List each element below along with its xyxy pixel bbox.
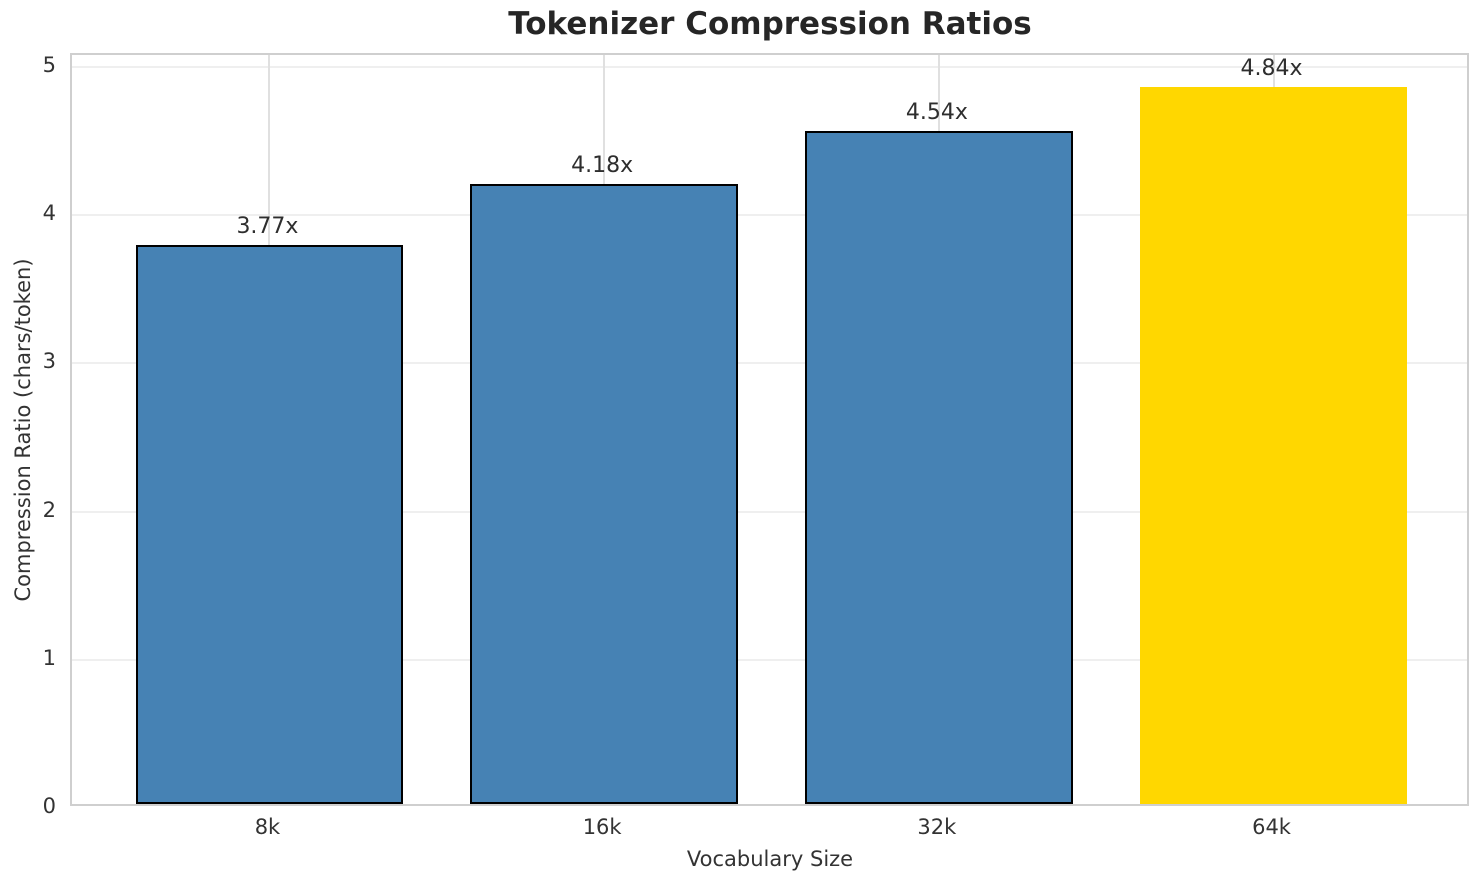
gridline-h (72, 362, 1467, 365)
y-axis-label: Compression Ratio (chars/token) (11, 258, 35, 602)
x-tick-label: 32k (917, 815, 957, 839)
gridline-h (72, 65, 1467, 68)
x-tick-label: 16k (582, 815, 622, 839)
bar-value-label: 4.18x (571, 153, 634, 179)
bar-16k (470, 184, 739, 804)
y-tick-label: 0 (42, 794, 56, 818)
y-tick-label: 5 (42, 52, 56, 77)
y-tick-label: 1 (42, 645, 56, 670)
x-tick-label: 8k (254, 815, 281, 839)
plot-area (70, 53, 1469, 806)
bar-value-label: 4.84x (1240, 55, 1303, 81)
chart-title: Tokenizer Compression Ratios (508, 6, 1032, 42)
bar-value-label: 3.77x (236, 214, 299, 240)
x-tick-label: 64k (1252, 815, 1291, 839)
bar-32k (804, 131, 1073, 804)
gridline-h (72, 214, 1467, 217)
x-axis-label: Vocabulary Size (686, 847, 854, 871)
y-tick-label: 3 (42, 349, 56, 374)
y-tick-label: 2 (42, 497, 56, 522)
y-tick-label: 4 (42, 201, 56, 226)
gridline-h (72, 658, 1467, 661)
bar-value-label: 4.54x (905, 100, 968, 126)
bar-64k (1139, 86, 1408, 804)
bar-8k (135, 245, 404, 804)
gridline-h (72, 510, 1467, 513)
